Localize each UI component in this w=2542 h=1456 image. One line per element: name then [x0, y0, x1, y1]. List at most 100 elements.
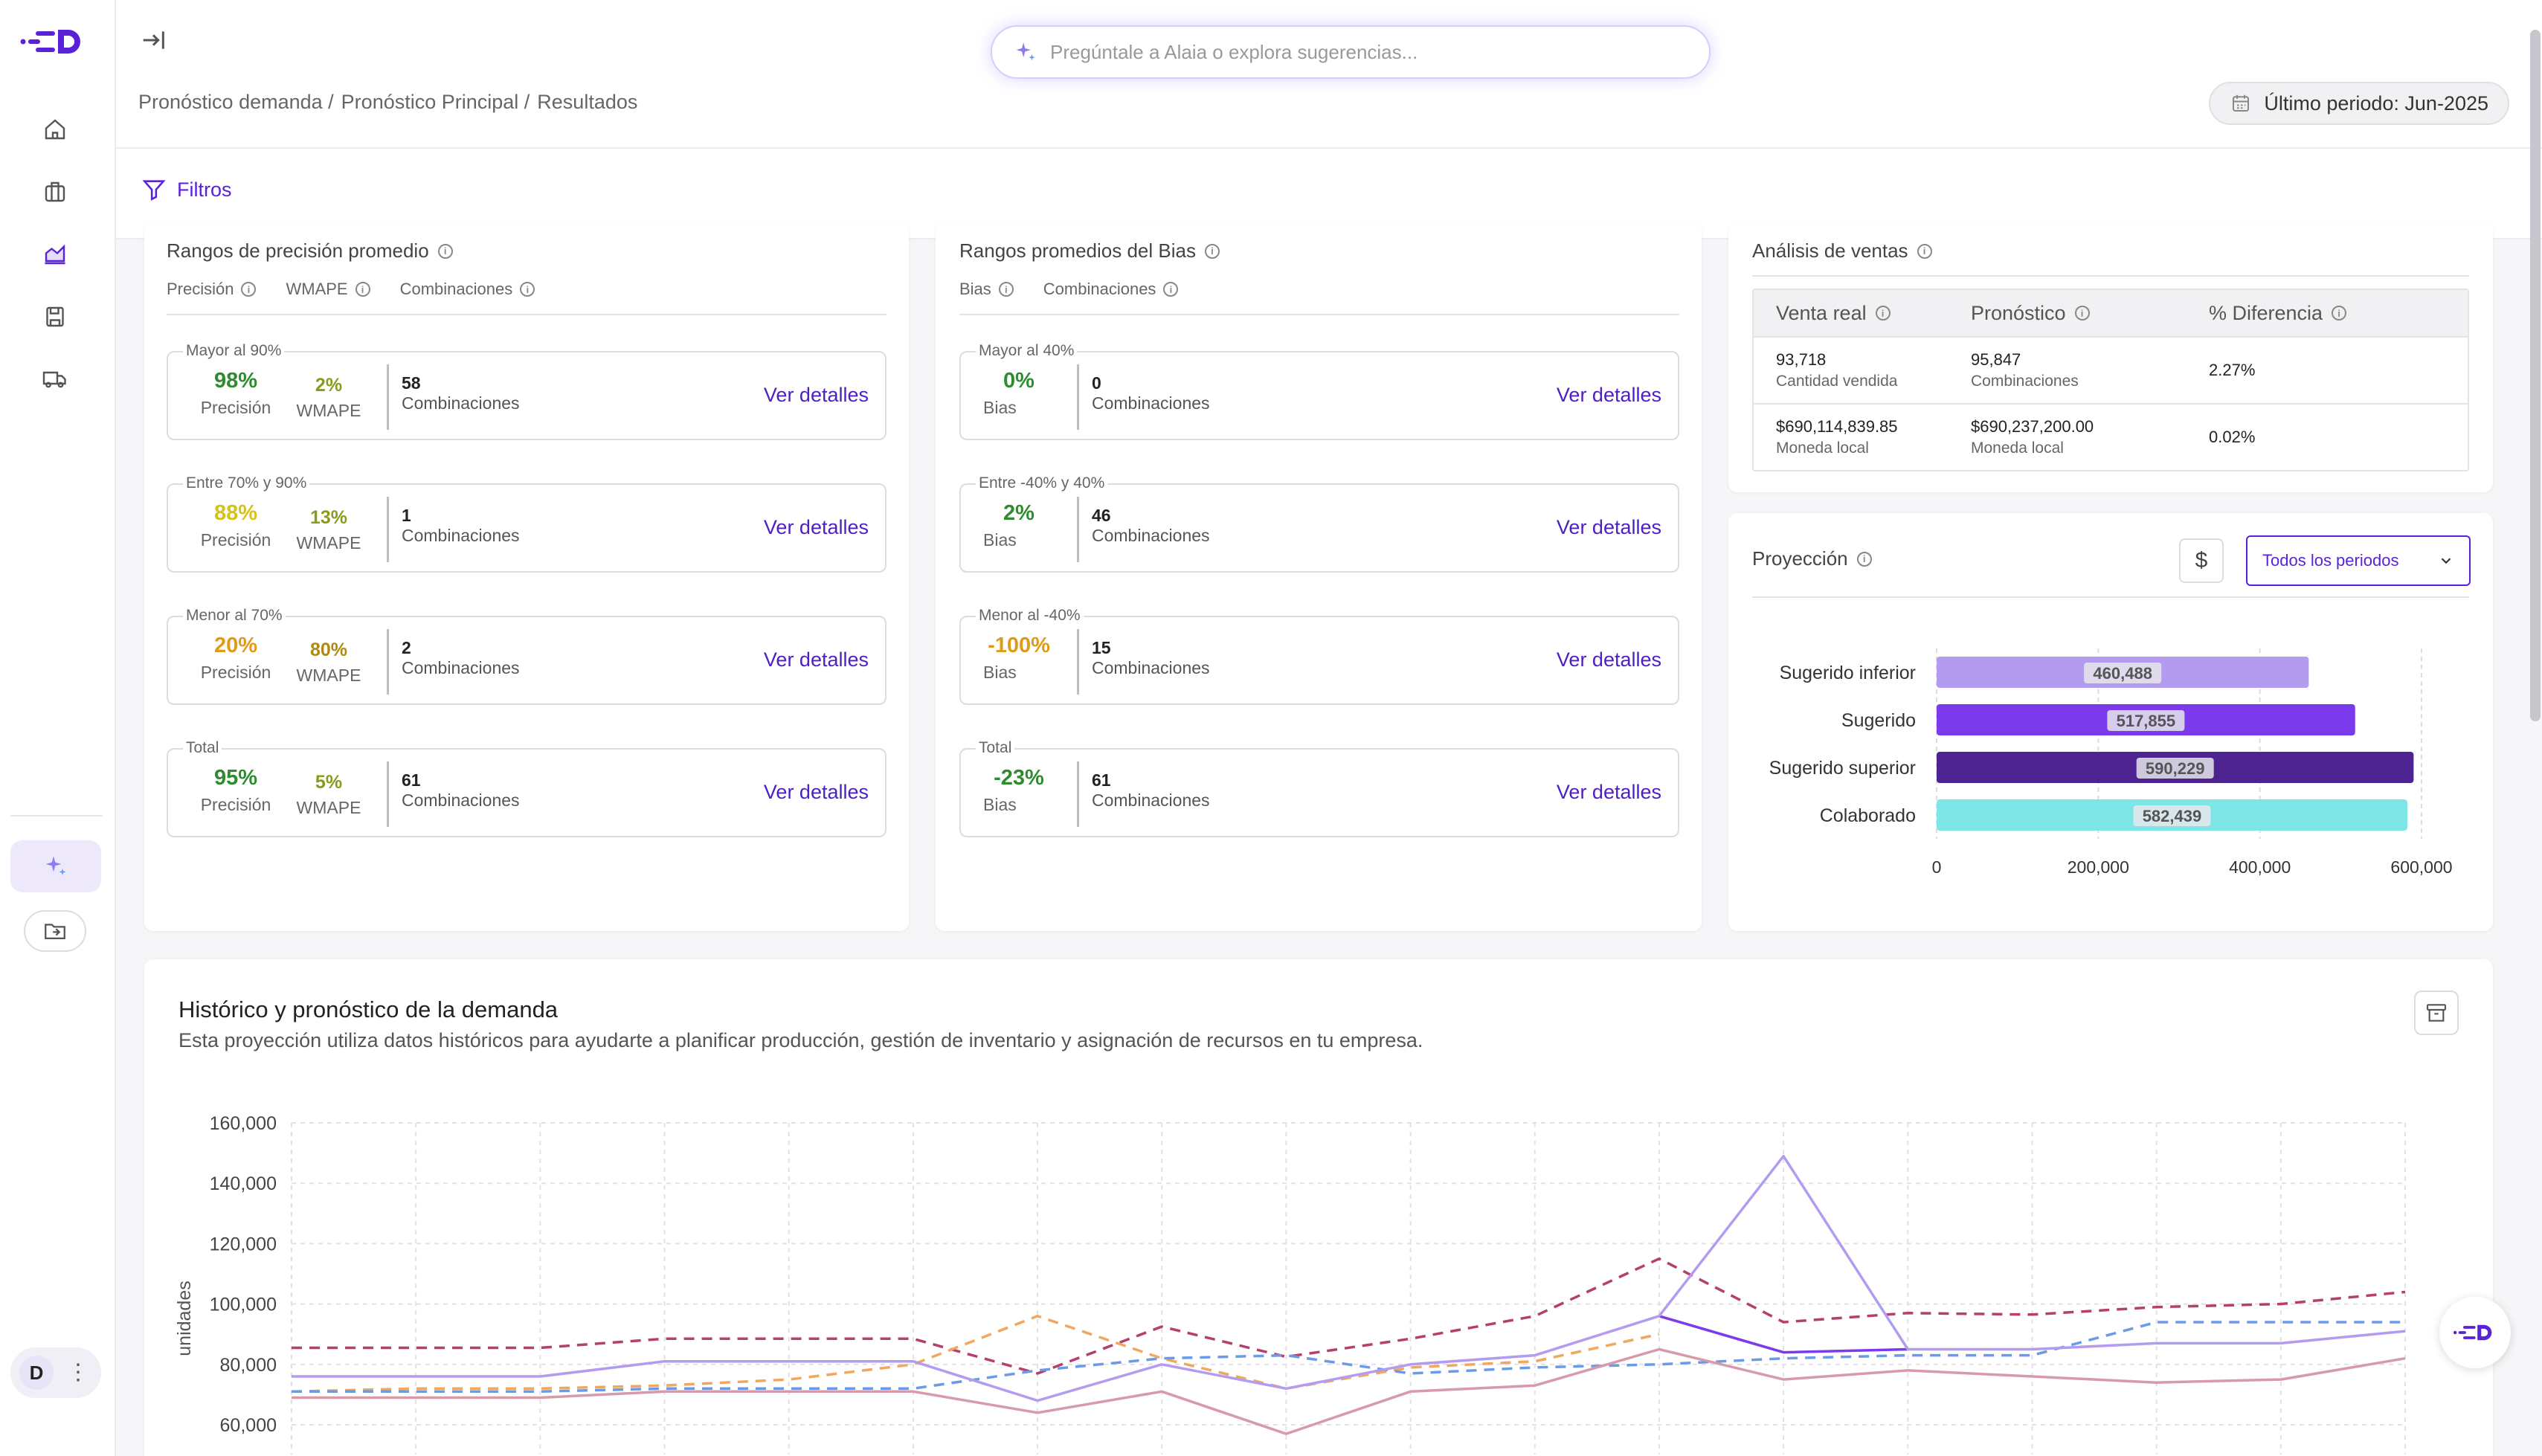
period-badge[interactable]: Último periodo: Jun-2025 — [2209, 82, 2509, 125]
separator — [1077, 364, 1079, 430]
info-icon[interactable]: i — [520, 282, 535, 297]
projection-bar-chart: Sugerido inferior 460,488 Sugerido 517,855 S… — [1769, 648, 2453, 877]
count-value: 1 — [402, 506, 411, 525]
col-header-diff: % Diferencia i — [2209, 302, 2347, 325]
info-icon[interactable]: i — [437, 243, 453, 259]
series-line[interactable] — [292, 1321, 2405, 1394]
bar-value-label: 460,488 — [2093, 664, 2152, 683]
scrollbar[interactable] — [2530, 30, 2541, 721]
archive-button[interactable] — [2414, 990, 2459, 1035]
precision-card: Rangos de precisión promedio i Precisión… — [144, 223, 909, 931]
count-value: 61 — [1092, 770, 1111, 790]
filters-button[interactable]: Filtros — [141, 177, 232, 202]
precision-range-box: Mayor al 90% 98% Precisión 2% WMAPE 58 Combina… — [167, 342, 887, 440]
series-line[interactable] — [292, 1257, 2406, 1375]
count-value: 2 — [402, 638, 411, 657]
avatar[interactable]: D — [19, 1356, 54, 1390]
info-icon[interactable]: i — [2332, 306, 2347, 320]
info-icon[interactable]: i — [1204, 243, 1220, 259]
series-line[interactable] — [291, 1315, 1660, 1394]
divider — [1752, 275, 2469, 277]
table-row: 93,718 Cantidad vendida 95,847 Combinacion… — [1754, 336, 2468, 403]
currency-toggle-button[interactable]: $ — [2179, 538, 2224, 583]
combinations-count: 15 Combinaciones — [1092, 638, 1210, 678]
y-tick-label: 120,000 — [210, 1234, 277, 1254]
bar-category-label: Sugerido superior — [1769, 758, 1916, 779]
period-select[interactable]: Todos los periodos — [2246, 535, 2471, 586]
series-line[interactable] — [292, 1154, 2406, 1402]
info-icon[interactable]: i — [1856, 551, 1872, 567]
wmape-value: 13% — [309, 507, 348, 528]
nav-truck-icon[interactable] — [39, 363, 71, 396]
info-icon[interactable]: i — [998, 282, 1014, 297]
info-icon[interactable]: i — [241, 282, 257, 297]
bias-title: Rangos promedios del Bias i — [959, 239, 1220, 262]
info-icon[interactable]: i — [1917, 243, 1932, 259]
ai-search-bar[interactable] — [991, 25, 1711, 79]
breadcrumb-item[interactable]: Pronóstico demanda / — [138, 91, 334, 113]
sales-title: Análisis de ventas i — [1752, 239, 1932, 262]
view-details-link[interactable]: Ver detalles — [1556, 384, 1661, 406]
wmape-metric: 13% WMAPE — [292, 507, 366, 553]
nav-briefcase-icon[interactable] — [39, 175, 71, 208]
count-label: Combinaciones — [402, 790, 520, 810]
count-value: 0 — [1092, 373, 1101, 393]
filter-icon — [142, 180, 166, 201]
legend-combinations: Combinaciones i — [1043, 280, 1179, 299]
range-label: Total — [183, 739, 222, 757]
nav-analytics-icon[interactable] — [39, 238, 71, 271]
app-logo-icon — [2453, 1324, 2492, 1341]
separator — [1077, 629, 1079, 695]
ai-floating-button[interactable] — [2439, 1297, 2511, 1368]
more-options-icon[interactable]: ⋮ — [67, 1360, 89, 1385]
info-icon[interactable]: i — [1875, 306, 1891, 320]
view-details-link[interactable]: Ver detalles — [763, 516, 869, 538]
sidebar: D ⋮ — [0, 0, 116, 1456]
combinations-count: 46 Combinaciones — [1092, 506, 1210, 546]
series-line[interactable] — [292, 1347, 2406, 1435]
view-details-link[interactable]: Ver detalles — [1556, 516, 1661, 538]
precision-range-box: Entre 70% y 90% 88% Precisión 13% WMAPE 1 Comb… — [167, 474, 887, 573]
y-tick-label: 160,000 — [210, 1113, 277, 1134]
precision-value: 20% — [213, 634, 258, 657]
projection-title-text: Proyección — [1752, 547, 1848, 570]
cell-diff: 2.27% — [2209, 361, 2256, 379]
wmape-metric: 80% WMAPE — [292, 640, 366, 686]
series-line[interactable] — [1658, 1315, 1908, 1354]
divider — [167, 314, 887, 315]
info-icon[interactable]: i — [1163, 282, 1179, 297]
user-menu[interactable]: D ⋮ — [10, 1347, 101, 1398]
view-details-link[interactable]: Ver detalles — [763, 384, 869, 406]
folder-button[interactable] — [24, 910, 86, 952]
view-details-link[interactable]: Ver detalles — [763, 781, 869, 803]
range-label: Mayor al 40% — [976, 342, 1078, 360]
table-row: $690,114,839.85 Moneda local $690,237,200… — [1754, 403, 2468, 470]
collapse-sidebar-icon[interactable] — [138, 25, 168, 55]
search-input[interactable] — [1050, 40, 1660, 64]
bar-label-bg — [2084, 663, 2162, 683]
count-label: Combinaciones — [1092, 393, 1210, 413]
view-details-link[interactable]: Ver detalles — [763, 648, 869, 671]
breadcrumb-item[interactable]: Pronóstico Principal / — [341, 91, 530, 113]
bias-value: -100% — [988, 634, 1050, 657]
view-details-link[interactable]: Ver detalles — [1556, 781, 1661, 803]
period-label: Último periodo: Jun-2025 — [2264, 91, 2488, 115]
nav-save-icon[interactable] — [39, 300, 71, 333]
info-icon[interactable]: i — [2074, 306, 2090, 320]
legend-bias: Bias i — [959, 280, 1014, 299]
info-icon[interactable]: i — [355, 282, 370, 297]
bias-range-box: Mayor al 40% 0% Bias 0 Combinaciones Ver deta… — [959, 342, 1679, 440]
view-details-link[interactable]: Ver detalles — [1556, 648, 1661, 671]
bar-category-label: Sugerido inferior — [1780, 663, 1916, 683]
app-logo[interactable] — [19, 27, 89, 57]
precision-metric: 98% Precisión — [187, 369, 284, 418]
separator — [387, 364, 389, 430]
range-label: Menor al 70% — [183, 607, 286, 625]
ai-assistant-button[interactable] — [10, 840, 101, 892]
precision-value: 98% — [213, 369, 258, 393]
wmape-metric: 2% WMAPE — [292, 375, 366, 421]
separator — [387, 761, 389, 827]
nav-home-icon[interactable] — [39, 113, 71, 146]
count-value: 58 — [402, 373, 421, 393]
bias-title-text: Rangos promedios del Bias — [959, 239, 1196, 262]
